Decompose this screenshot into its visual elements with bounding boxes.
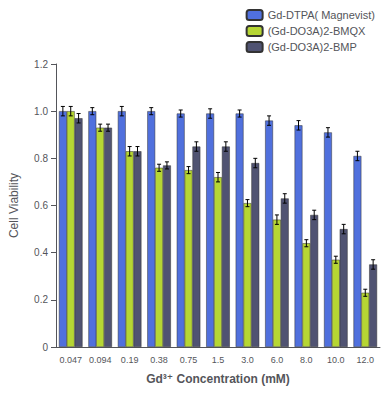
svg-text:12.0: 12.0 [357, 355, 375, 365]
svg-text:1.0: 1.0 [34, 106, 48, 117]
svg-text:(Gd-DO3A)2-BMQX: (Gd-DO3A)2-BMQX [268, 25, 366, 37]
svg-text:0.2: 0.2 [34, 294, 48, 305]
svg-text:Gd-DTPA( Magnevist): Gd-DTPA( Magnevist) [268, 9, 375, 21]
svg-text:0.094: 0.094 [89, 355, 112, 365]
svg-text:10.0: 10.0 [327, 355, 345, 365]
svg-text:3.0: 3.0 [241, 355, 254, 365]
svg-text:(Gd-DO3A)2-BMP: (Gd-DO3A)2-BMP [268, 41, 357, 53]
svg-text:0.8: 0.8 [34, 153, 48, 164]
svg-text:0.75: 0.75 [180, 355, 198, 365]
svg-text:1.5: 1.5 [212, 355, 225, 365]
svg-text:0.4: 0.4 [34, 247, 48, 258]
svg-text:0.6: 0.6 [34, 200, 48, 211]
svg-text:0.38: 0.38 [150, 355, 168, 365]
svg-text:1.2: 1.2 [34, 59, 48, 70]
svg-text:Cell Viability: Cell Viability [7, 173, 21, 238]
svg-text:0.047: 0.047 [59, 355, 82, 365]
svg-text:0: 0 [42, 342, 48, 353]
svg-text:8.0: 8.0 [300, 355, 313, 365]
svg-text:Gd³⁺ Concentration (mM): Gd³⁺ Concentration (mM) [146, 372, 290, 386]
svg-text:0.19: 0.19 [121, 355, 139, 365]
svg-text:6.0: 6.0 [271, 355, 284, 365]
